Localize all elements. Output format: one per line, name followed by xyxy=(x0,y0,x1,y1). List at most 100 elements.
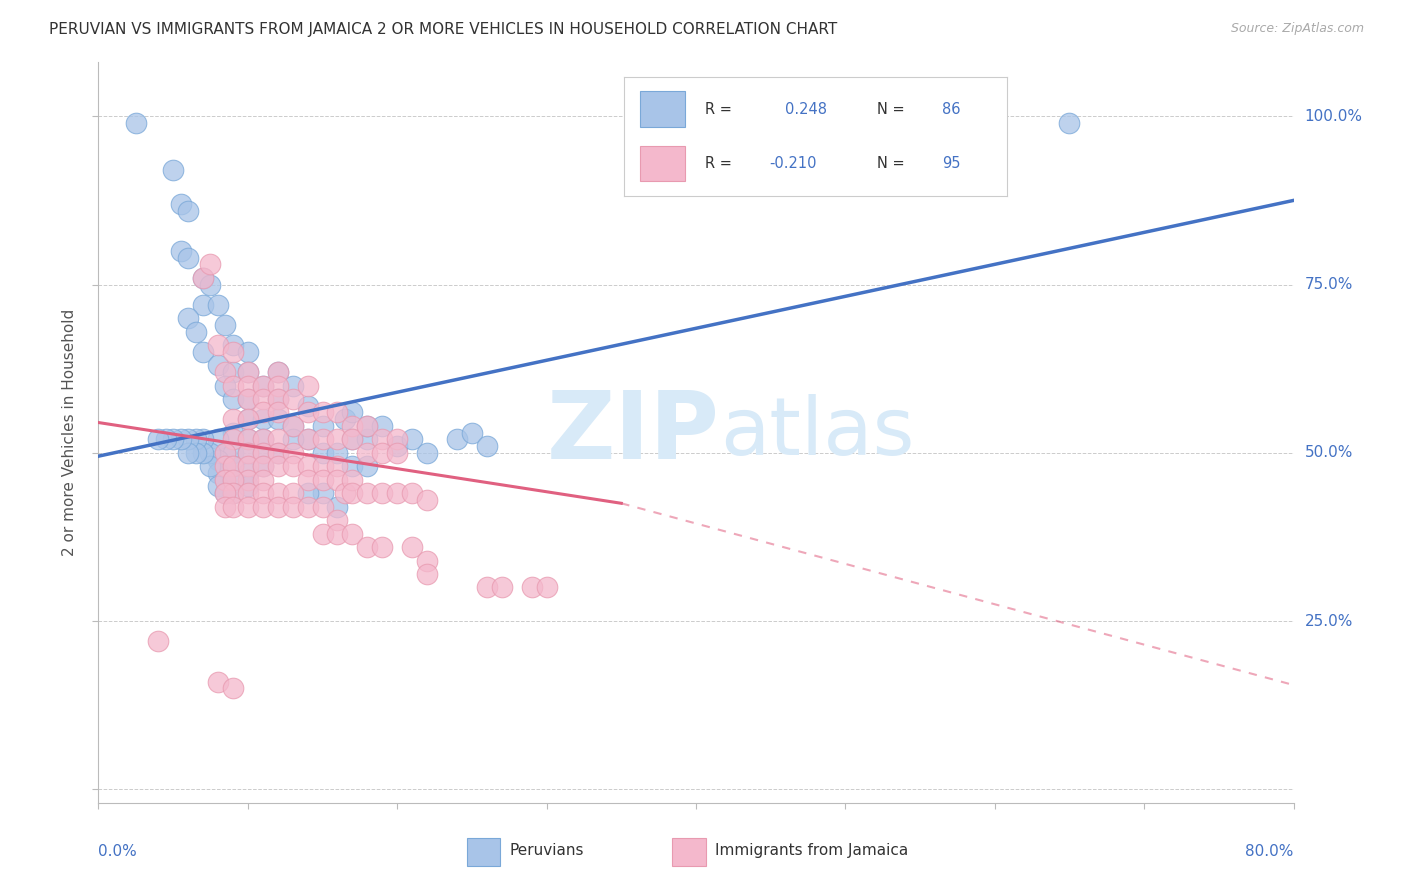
Point xyxy=(207,452,229,467)
Text: 0.0%: 0.0% xyxy=(98,844,138,858)
Point xyxy=(169,196,191,211)
Point xyxy=(191,270,214,285)
Point xyxy=(184,446,207,460)
Point xyxy=(252,392,274,406)
Text: Source: ZipAtlas.com: Source: ZipAtlas.com xyxy=(1230,22,1364,36)
Point xyxy=(162,433,184,447)
Point xyxy=(401,486,423,500)
Point xyxy=(297,433,319,447)
Point xyxy=(401,540,423,554)
Point xyxy=(281,446,304,460)
Point xyxy=(267,486,290,500)
Point xyxy=(326,446,349,460)
Text: 80.0%: 80.0% xyxy=(1246,844,1294,858)
Point xyxy=(222,433,245,447)
Point xyxy=(356,433,378,447)
Point xyxy=(267,392,290,406)
Point xyxy=(385,439,409,453)
Point xyxy=(222,392,245,406)
Point xyxy=(326,405,349,419)
Point xyxy=(311,526,333,541)
Point xyxy=(281,392,304,406)
Point xyxy=(236,344,259,359)
Point xyxy=(356,486,378,500)
Point xyxy=(267,459,290,474)
Point xyxy=(401,433,423,447)
Y-axis label: 2 or more Vehicles in Household: 2 or more Vehicles in Household xyxy=(62,309,77,557)
Point xyxy=(311,486,333,500)
Point xyxy=(222,473,245,487)
Point xyxy=(169,244,191,258)
Point xyxy=(475,581,498,595)
Point xyxy=(326,513,349,527)
Point xyxy=(200,459,222,474)
Text: ZIP: ZIP xyxy=(547,386,720,479)
Point xyxy=(214,459,236,474)
Point xyxy=(236,392,259,406)
Point xyxy=(356,418,378,433)
Point xyxy=(252,473,274,487)
Point xyxy=(416,446,439,460)
Point xyxy=(267,378,290,392)
Point xyxy=(267,392,290,406)
Point xyxy=(236,433,259,447)
Text: 100.0%: 100.0% xyxy=(1305,109,1362,124)
Point xyxy=(236,446,259,460)
Point xyxy=(267,365,290,379)
Point xyxy=(461,425,484,440)
Point xyxy=(155,433,177,447)
Point xyxy=(281,418,304,433)
Point xyxy=(252,446,274,460)
Point xyxy=(162,163,184,178)
Point xyxy=(191,446,214,460)
Point xyxy=(416,566,439,581)
Point xyxy=(297,473,319,487)
Point xyxy=(371,540,394,554)
Point xyxy=(169,433,191,447)
Point xyxy=(311,459,333,474)
Point xyxy=(200,257,222,271)
Point xyxy=(252,433,274,447)
Point xyxy=(342,418,364,433)
Point xyxy=(385,446,409,460)
Point xyxy=(267,412,290,426)
Point xyxy=(222,486,245,500)
Point xyxy=(311,473,333,487)
Text: 25.0%: 25.0% xyxy=(1305,614,1353,629)
Point xyxy=(148,433,170,447)
Point xyxy=(252,433,274,447)
Point xyxy=(191,270,214,285)
Point xyxy=(342,433,364,447)
Point xyxy=(214,459,236,474)
Point xyxy=(520,581,543,595)
Point xyxy=(326,433,349,447)
Point xyxy=(267,446,290,460)
Point xyxy=(200,446,222,460)
Point xyxy=(252,486,274,500)
Point xyxy=(297,378,319,392)
Point xyxy=(267,500,290,514)
Point xyxy=(252,378,274,392)
Point xyxy=(236,473,259,487)
Point xyxy=(214,486,236,500)
Text: 75.0%: 75.0% xyxy=(1305,277,1353,292)
Point xyxy=(125,116,148,130)
Point xyxy=(333,412,356,426)
Point xyxy=(191,298,214,312)
Point xyxy=(191,344,214,359)
Point xyxy=(222,459,245,474)
Point xyxy=(236,446,259,460)
Point xyxy=(281,433,304,447)
Point xyxy=(385,433,409,447)
Point xyxy=(222,412,245,426)
Point xyxy=(252,378,274,392)
Point xyxy=(236,365,259,379)
Point xyxy=(252,500,274,514)
Point xyxy=(236,392,259,406)
Point xyxy=(371,446,394,460)
Point xyxy=(267,405,290,419)
Point xyxy=(214,446,236,460)
Point xyxy=(214,473,236,487)
Point xyxy=(342,473,364,487)
Point xyxy=(311,418,333,433)
